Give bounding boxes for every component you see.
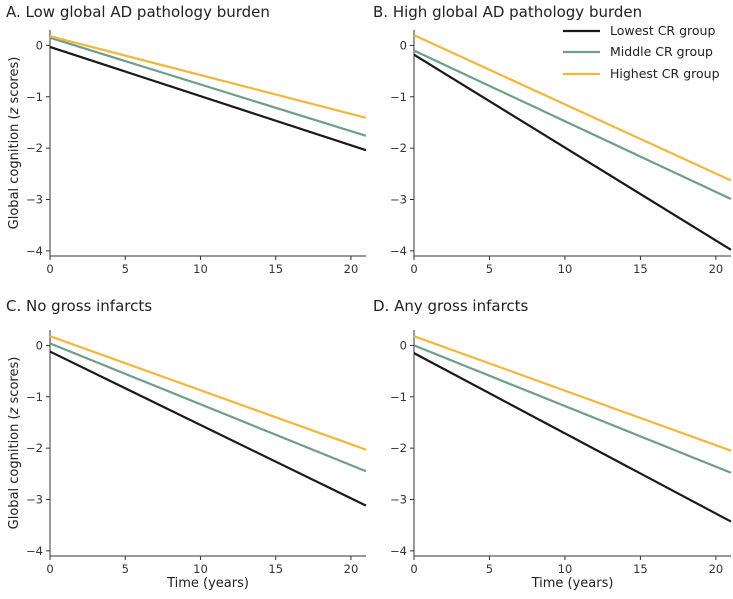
panel-d-line-lowest-cr-group — [413, 352, 732, 523]
panel-b-x-tick-label: 5 — [486, 262, 493, 276]
panel-b-x-tick-label: 15 — [633, 262, 648, 276]
panel-a-y-tick-label: −3 — [26, 193, 43, 207]
legend-label-middle-cr-group: Middle CR group — [610, 44, 713, 59]
panel-c-y-tick-label: −1 — [26, 390, 43, 404]
panel-a-y-axis-label: Global cognition (z scores) — [7, 57, 22, 230]
panel-b-line-middle-cr-group — [413, 49, 732, 200]
panel-c-line-lowest-cr-group — [49, 350, 367, 507]
panel-a-x-tick-label: 10 — [193, 262, 208, 276]
panel-c-x-tick-label: 15 — [268, 562, 283, 576]
panel-c-y-tick-label: −3 — [26, 493, 43, 507]
panel-b-x-tick-label: 0 — [410, 262, 417, 276]
panel-c-y-tick-label: −4 — [26, 544, 43, 558]
panel-a-x-tick-label: 5 — [122, 262, 129, 276]
panel-c-x-axis-label: Time (years) — [166, 576, 249, 591]
panel-c-line-highest-cr-group — [49, 335, 367, 451]
panel-d-x-axis-label: Time (years) — [531, 576, 614, 591]
panel-c-x-tick-label: 5 — [122, 562, 129, 576]
panel-d-x-tick-label: 20 — [709, 562, 724, 576]
panel-b-title: B. High global AD pathology burden — [373, 3, 642, 21]
panel-c-y-tick-label: 0 — [36, 338, 43, 352]
panel-d-y-tick-label: −4 — [390, 544, 407, 558]
panel-c-x-tick-label: 20 — [344, 562, 359, 576]
panel-b-line-lowest-cr-group — [413, 53, 732, 251]
panel-c-y-tick-label: −2 — [26, 441, 43, 455]
panel-d-y-tick-label: −1 — [390, 390, 407, 404]
panel-a-y-tick-label: −2 — [26, 141, 43, 155]
panel-a-x-tick-label: 0 — [46, 262, 53, 276]
panel-a-y-tick-label: 0 — [36, 38, 43, 52]
panel-d-y-tick-label: −2 — [390, 441, 407, 455]
panel-b-y-tick-label: −4 — [390, 244, 407, 258]
panel-b-line-highest-cr-group — [413, 34, 732, 182]
panel-a-title: A. Low global AD pathology burden — [6, 3, 270, 21]
panel-c-x-tick-label: 0 — [46, 562, 53, 576]
panel-b-y-tick-label: −3 — [390, 193, 407, 207]
panel-a-line-middle-cr-group — [49, 36, 367, 137]
panel-b-x-tick-label: 10 — [558, 262, 573, 276]
panel-c-y-axis-label: Global cognition (z scores) — [7, 357, 22, 530]
panel-d-y-tick-label: −3 — [390, 493, 407, 507]
panel-d-x-tick-label: 5 — [486, 562, 493, 576]
panel-b-y-tick-label: −2 — [390, 141, 407, 155]
panel-d-line-highest-cr-group — [413, 335, 732, 452]
panel-c-title: C. No gross infarcts — [6, 297, 152, 315]
panel-c-x-tick-label: 10 — [193, 562, 208, 576]
panel-a-y-tick-label: −1 — [26, 90, 43, 104]
panel-b-y-tick-label: −1 — [390, 90, 407, 104]
panel-b-y-tick-label: 0 — [400, 38, 407, 52]
panel-d-title: D. Any gross infarcts — [373, 297, 529, 315]
legend-label-highest-cr-group: Highest CR group — [610, 66, 720, 81]
panel-a-x-tick-label: 20 — [344, 262, 359, 276]
panel-c-line-middle-cr-group — [49, 342, 367, 473]
panel-d-x-tick-label: 10 — [558, 562, 573, 576]
legend-label-lowest-cr-group: Lowest CR group — [610, 23, 715, 38]
panel-b-x-tick-label: 20 — [709, 262, 724, 276]
panel-a-line-highest-cr-group — [49, 35, 367, 119]
panel-d-y-tick-label: 0 — [400, 338, 407, 352]
panel-d-line-middle-cr-group — [413, 344, 732, 474]
panel-d-x-tick-label: 0 — [410, 562, 417, 576]
panel-a-y-tick-label: −4 — [26, 244, 43, 258]
panel-a-line-lowest-cr-group — [49, 45, 367, 152]
panel-d-x-tick-label: 15 — [633, 562, 648, 576]
panel-a-x-tick-label: 15 — [268, 262, 283, 276]
